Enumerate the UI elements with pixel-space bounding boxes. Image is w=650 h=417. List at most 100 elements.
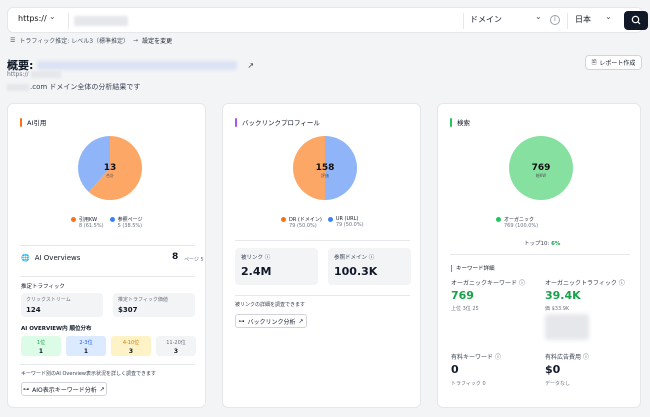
info-icon[interactable]: ⓘ [518,280,525,287]
rank-value: 3 [128,348,134,355]
button-label: AIO表示キーワード分析 [32,386,97,394]
pie-label: 合計 [106,172,114,178]
globe-icon: 🌐 [21,254,30,262]
backlinks-value: 2.4M [241,265,272,278]
legend-item: DR (ドメイン) 79 (50.0%) [281,216,322,229]
backlink-legend: DR (ドメイン) 79 (50.0%) UR (URL) 79 (50.0%) [281,216,364,229]
legend-label: 参照ページ [117,217,143,223]
pie-total: 13 [104,163,117,173]
url-input[interactable] [74,16,128,26]
rank-1: 1位 1 [21,336,61,356]
rank-value: 3 [173,348,179,355]
backlink-pie-chart: 158 評価 [293,136,357,200]
rank-11-20: 11-20位 3 [156,336,196,356]
rank-label: 1位 [36,340,46,346]
ai-citation-card: AI引用 13 合計 引用KW 8 (61.5%) 参照ページ 5 (38.5%) … [7,103,206,408]
rank-heading: AI OVERVIEW内 順位分布 [21,326,92,332]
pie-slice [509,136,573,200]
top10-label: トップ10: [524,241,550,247]
url-search-bar: https:// ⌄ ドメイン ⌄ i 日本 ⌄ [7,7,648,33]
divider [463,13,464,29]
document-icon: 🗎 [591,58,597,66]
external-link-icon: ↗ [99,385,105,393]
breadcrumb: ☰ トラフィック推定: レベル3（標準推定） → 設定を変更 [10,36,172,45]
value-box: 推定トラフィック価値 $307 [113,293,195,317]
info-icon[interactable]: ⓘ [494,354,501,361]
info-icon[interactable]: ⓘ [618,280,625,287]
report-button[interactable]: 🗎 レポート作成 [585,55,642,70]
rank-label: 4-10位 [122,340,140,346]
chevron-down-icon[interactable]: ⌄ [605,12,612,21]
search-icon [631,15,641,25]
legend-sub: 79 (50.0%) [335,222,364,228]
refdomains-label-row: 参照ドメイン ⓘ [334,253,411,261]
chevron-down-icon[interactable]: ⌄ [49,12,56,21]
organic-traffic-label: オーガニックトラフィック ⓘ [545,278,625,287]
change-settings-link[interactable]: 設定を変更 [142,38,173,45]
chevron-down-icon[interactable]: ⌄ [535,12,542,21]
rank-label: 2-3位 [79,340,93,346]
divider [68,13,69,29]
paid-cost-sub: データなし [545,381,571,387]
pie-label: 評価 [321,172,329,178]
backlinks-label: 被リンク [241,255,264,261]
pie-label: 総KW [536,172,546,178]
page-url: https:// [7,71,61,78]
card-title-text: バックリンクプロフィール [242,119,320,127]
info-icon[interactable]: ⓘ [582,354,589,361]
organic-traffic-label-text: オーガニックトラフィック [545,280,617,287]
legend-sub: 769 (100.0%) [504,223,539,229]
backlinks-label-row: 被リンク ⓘ [241,253,318,261]
pie-total: 158 [316,163,335,173]
traffic-heading: 推定トラフィック [21,284,65,290]
protocol-select[interactable]: https:// [18,14,47,23]
divider [20,276,195,277]
info-icon[interactable]: i [550,15,560,25]
kw-heading: キーワード詳細 [451,264,495,272]
backlink-analysis-button[interactable]: ⊶ バックリンク分析 ↗ [235,314,307,328]
divider [20,245,195,246]
rank-value: 1 [83,348,89,355]
legend-label: 引用KW [79,217,98,223]
value-value: $307 [118,306,138,314]
redacted-domain [7,83,29,91]
report-button-label: レポート作成 [599,60,636,67]
divider [567,13,568,29]
aio-keyword-analysis-button[interactable]: ⊶ AIO表示キーワード分析 ↗ [21,382,107,396]
paid-kw-value: 0 [451,363,459,376]
pie-slice [293,136,325,200]
legend-item: UR (URL) 79 (50.0%) [327,216,364,229]
search-button[interactable] [624,11,648,30]
organic-kw-label: オーガニックキーワード ⓘ [451,278,525,287]
card-title-text: 検索 [457,119,470,127]
scope-select[interactable]: ドメイン [470,15,502,24]
legend-sub: 8 (61.5%) [79,223,104,229]
card-title-text: AI引用 [27,119,47,127]
info-icon[interactable]: ⓘ [264,255,271,261]
legend-label: オーガニック [504,217,535,223]
pie-slice [325,136,357,200]
button-label: バックリンク分析 [247,318,296,326]
settings-icon: ☰ [10,37,16,44]
info-icon[interactable]: ⓘ [368,255,375,261]
legend-dot [327,217,333,222]
rank-2-3: 2-3位 1 [66,336,106,356]
external-link-icon[interactable]: ↗ [247,60,255,70]
paid-kw-label: 有料キーワード ⓘ [451,352,501,361]
ai-footer-text: キーワード別のAI Overview表示状況を詳しく調査できます [21,371,157,377]
pie-total: 769 [532,163,551,173]
backlinks-box: 被リンク ⓘ 2.4M [235,248,318,285]
country-select[interactable]: 日本 [575,15,591,24]
pie-slice [78,136,110,192]
click-box: クリックストリーム 124 [21,293,103,317]
organic-kw-label-text: オーガニックキーワード [451,280,518,287]
organic-traffic-sub: 価 $33.9K [545,306,570,312]
external-link-icon: ↗ [298,317,304,325]
legend-item: オーガニック 769 (100.0%) [496,216,538,229]
divider [20,364,195,365]
arrow-icon: → [133,37,139,44]
accent-bar [235,117,237,127]
rank-label: 11-20位 [166,340,186,346]
url-prefix: https:// [7,71,29,78]
accent-bar [451,264,452,272]
